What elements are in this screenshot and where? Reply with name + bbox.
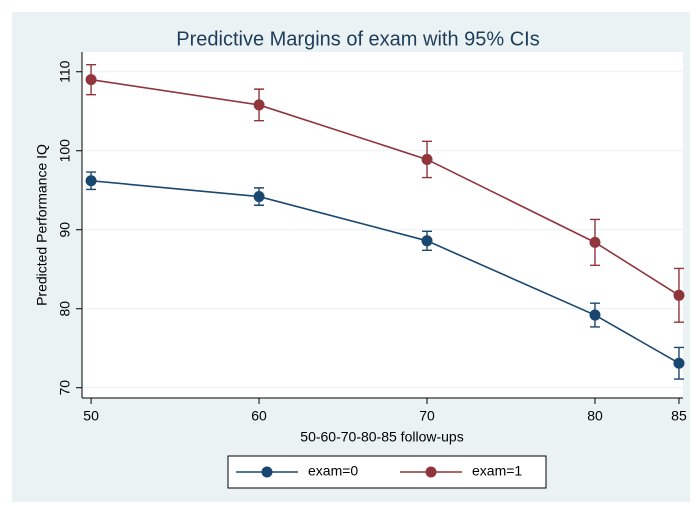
x-tick-label: 80 bbox=[587, 408, 603, 424]
legend-marker bbox=[261, 466, 273, 478]
point bbox=[673, 289, 685, 301]
point bbox=[253, 191, 265, 203]
x-tick-label: 60 bbox=[251, 408, 267, 424]
y-tick-label: 90 bbox=[57, 222, 73, 238]
y-tick-label: 110 bbox=[57, 60, 73, 83]
point bbox=[85, 74, 97, 86]
point bbox=[589, 309, 601, 321]
y-tick-label: 100 bbox=[57, 139, 73, 163]
x-tick-label: 50 bbox=[83, 408, 99, 424]
chart-title: Predictive Margins of exam with 95% CIs bbox=[176, 28, 539, 50]
plot-area bbox=[82, 52, 683, 398]
x-tick-label: 70 bbox=[419, 408, 435, 424]
point bbox=[589, 236, 601, 248]
legend-label: exam=0 bbox=[308, 463, 358, 479]
point bbox=[421, 153, 433, 165]
y-tick-label: 80 bbox=[57, 301, 73, 317]
y-axis-label: Predicted Performance IQ bbox=[34, 144, 50, 306]
x-tick-label: 85 bbox=[671, 408, 687, 424]
legend-label: exam=1 bbox=[472, 463, 522, 479]
point bbox=[253, 99, 265, 111]
point bbox=[85, 175, 97, 187]
x-axis-label: 50-60-70-80-85 follow-ups bbox=[300, 429, 463, 445]
legend-marker bbox=[425, 466, 437, 478]
point bbox=[421, 235, 433, 247]
y-tick-label: 70 bbox=[57, 380, 73, 396]
point bbox=[673, 357, 685, 369]
